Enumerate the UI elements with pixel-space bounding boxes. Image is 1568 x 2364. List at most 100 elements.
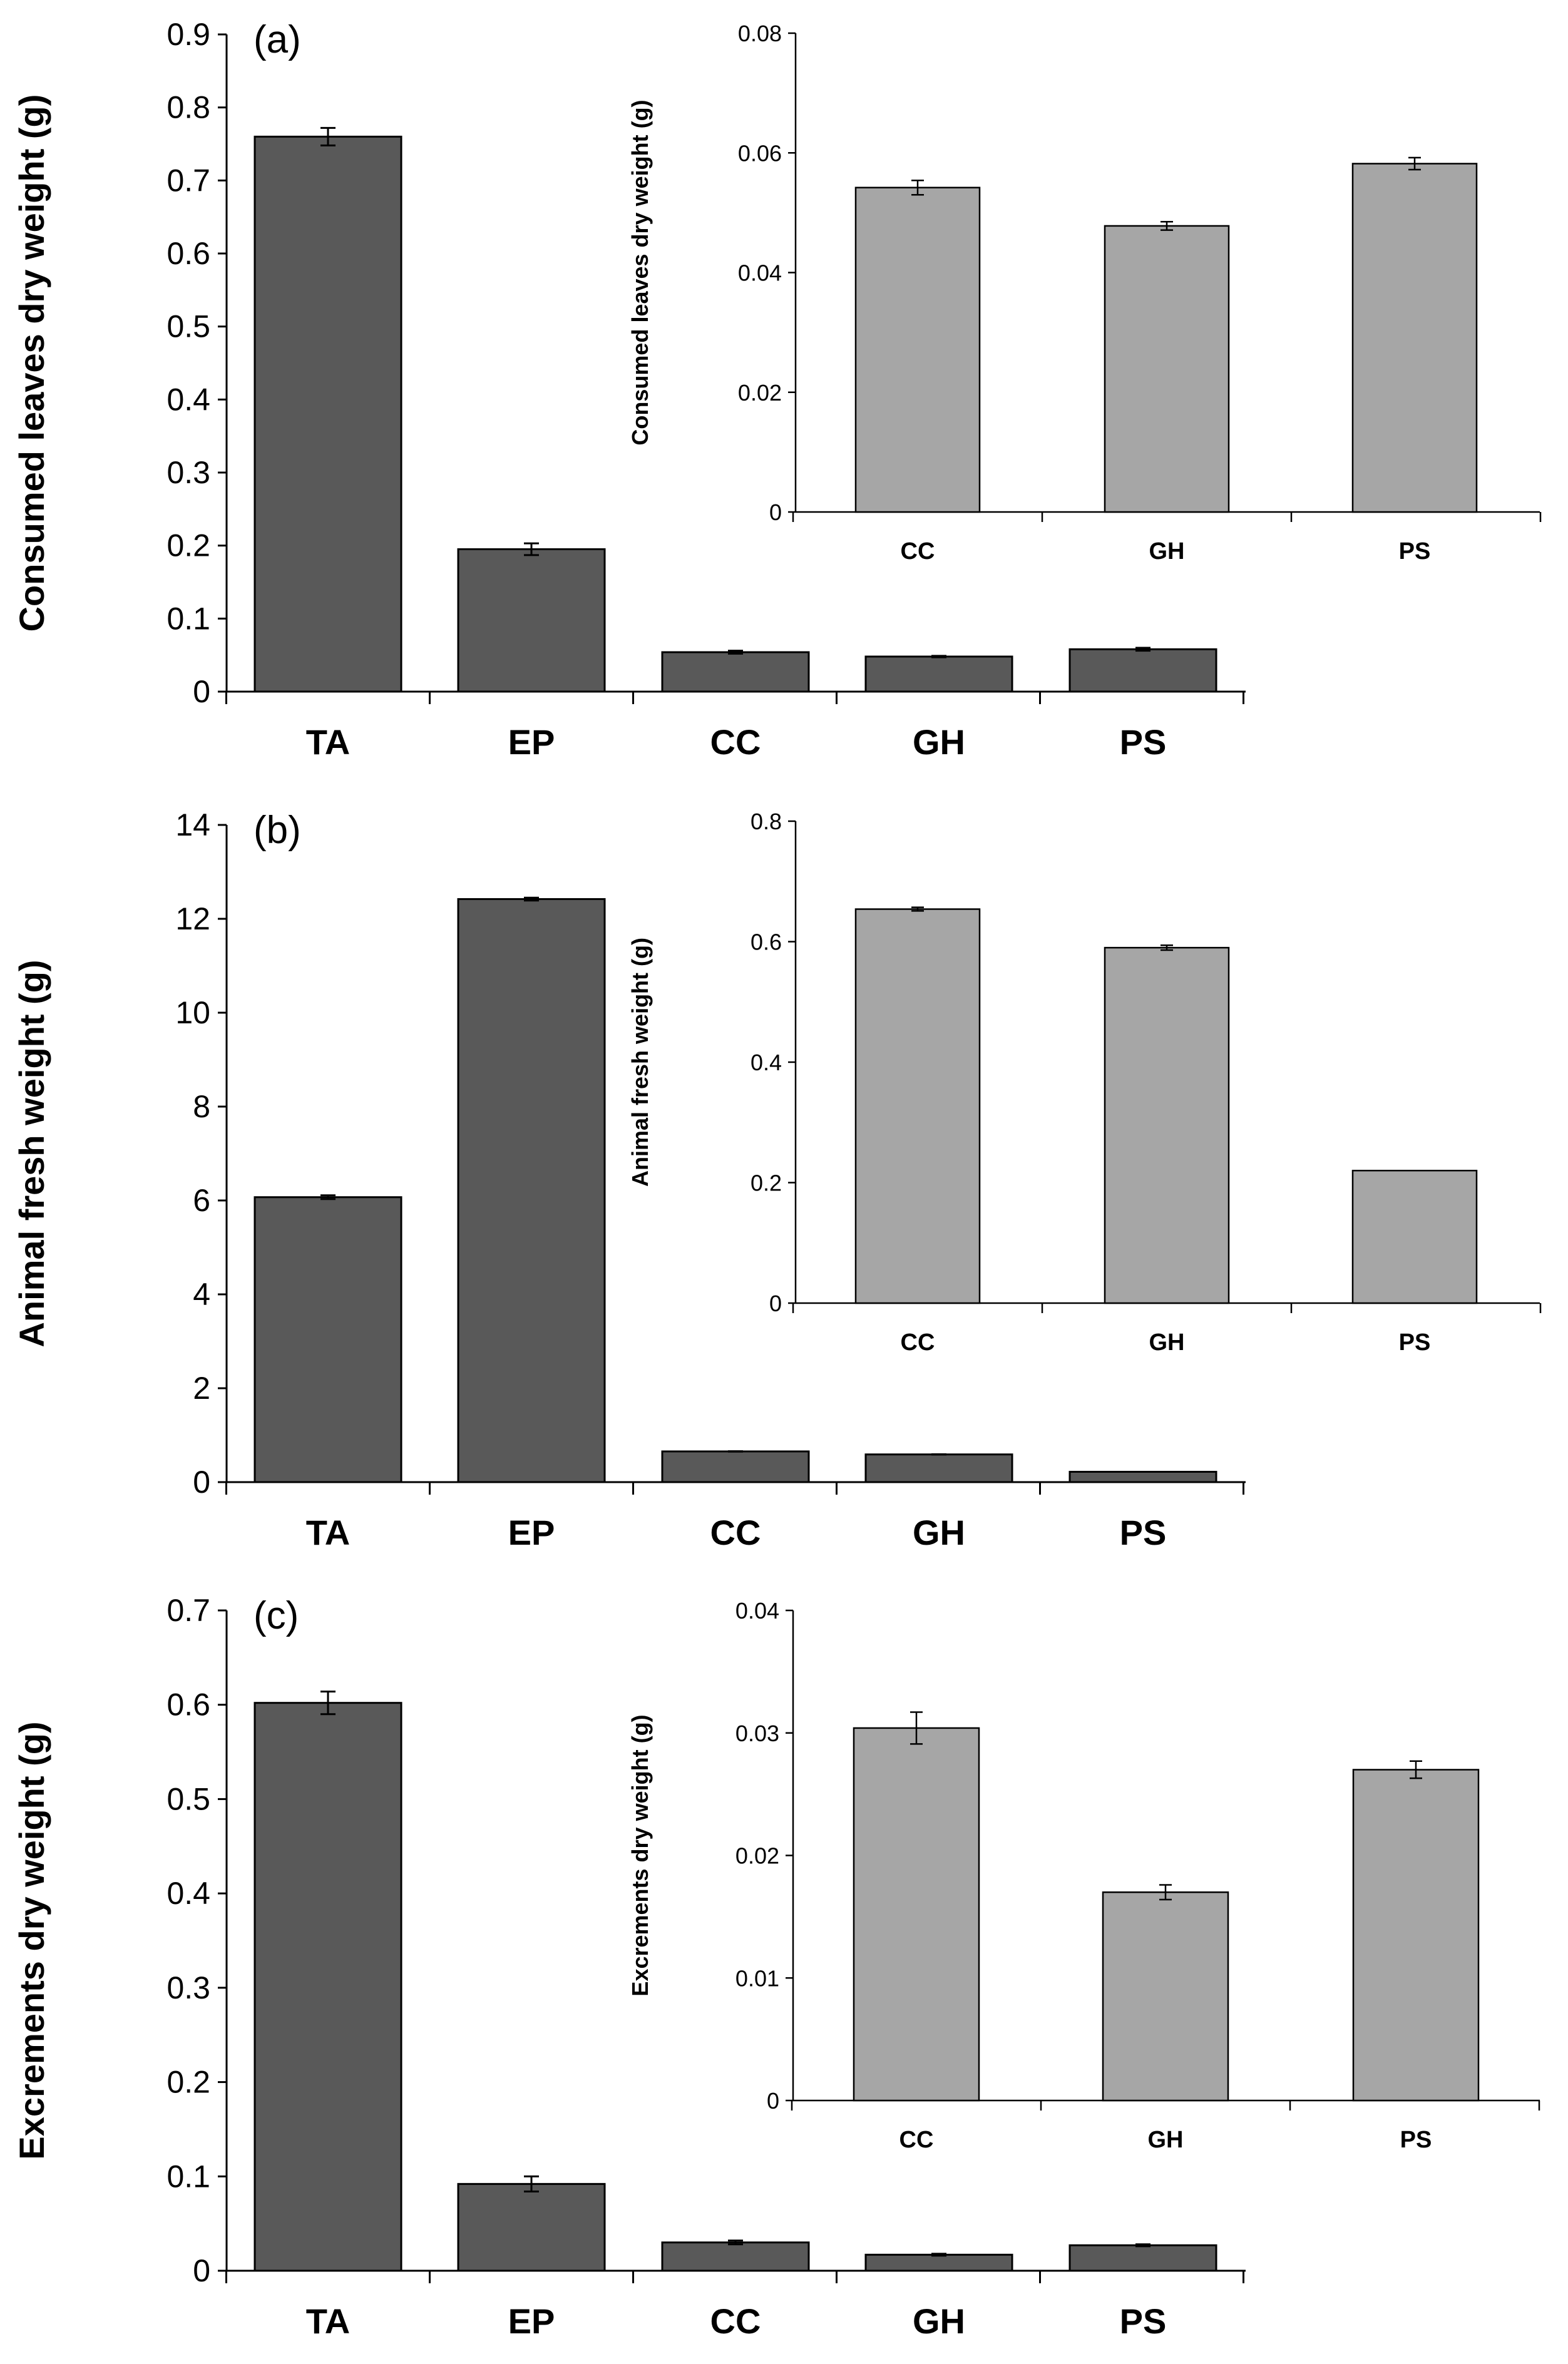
x-category-label: TA [306, 1513, 351, 1552]
x-category-label: PS [1120, 2301, 1167, 2341]
bar-cc [661, 2241, 810, 2272]
y-tick-label: 14 [175, 807, 210, 842]
bar-gh [864, 1453, 1013, 1483]
error-bar-gh [931, 2253, 946, 2257]
y-tick-label: 4 [193, 1277, 210, 1312]
inset-error-bar-cc [911, 906, 924, 912]
inset-y-tick-label: 0.6 [751, 929, 782, 955]
x-category-label: PS [1120, 722, 1167, 762]
inset-x-category-label: GH [1148, 2127, 1184, 2153]
inset-bar-ps [1351, 1170, 1478, 1304]
inset-x-category-label: CC [901, 1329, 935, 1356]
bar-cc [661, 651, 810, 693]
inset-bar-cc [853, 1727, 980, 2102]
inset-y-tick-label: 0.02 [738, 380, 782, 406]
y-tick-label: 0 [193, 674, 210, 709]
x-category-label: CC [710, 2301, 761, 2341]
inset-x-category-label: PS [1400, 2127, 1432, 2153]
y-tick-label: 0.9 [167, 17, 210, 52]
y-tick-label: 0.7 [167, 1593, 210, 1628]
x-category-label: CC [710, 1513, 761, 1552]
bar-ps [1068, 648, 1217, 693]
y-tick-label: 0.6 [167, 236, 210, 271]
inset-error-bar-cc [911, 179, 924, 196]
chart-panel-2: 0 0.1 0.2 0.3 0.4 0.5 0.6 0.7 TA EP CC GH PS Excremen… [12, 1593, 1540, 2341]
inset-y-tick-label: 0 [769, 499, 782, 525]
y-tick-label: 10 [175, 995, 210, 1030]
y-tick-label: 0.6 [167, 1687, 210, 1722]
inset-y-tick-label: 0.01 [735, 1965, 779, 1991]
error-bar-cc [728, 2239, 743, 2246]
x-category-label: PS [1120, 1513, 1167, 1552]
inset-y-tick-label: 0.8 [751, 809, 782, 834]
inset-y-tick-label: 0 [769, 1291, 782, 1316]
inset-error-bar-gh [1159, 1884, 1172, 1901]
error-bar-ta [320, 1194, 336, 1200]
x-category-label: CC [710, 722, 761, 762]
bar-gh [864, 2253, 1013, 2272]
x-category-label: EP [508, 2301, 555, 2341]
error-bar-gh [931, 655, 946, 658]
inset-bar-ps [1352, 1769, 1480, 2102]
y-tick-label: 0.3 [167, 1970, 210, 2005]
error-bar-cc [728, 650, 743, 655]
y-tick-label: 0.2 [167, 528, 210, 563]
y-tick-label: 0.4 [167, 382, 210, 417]
bar-cc [661, 1450, 810, 1483]
inset-error-bar-gh [1161, 944, 1173, 951]
inset-bar-gh [1104, 946, 1230, 1304]
inset-bar-ps [1351, 163, 1478, 513]
inset-y-axis-title: Animal fresh weight (g) [627, 938, 653, 1187]
inset-bar-cc [854, 908, 981, 1304]
x-category-label: GH [913, 1513, 965, 1552]
inset-y-tick-label: 0.06 [738, 140, 782, 166]
y-tick-label: 0 [193, 1465, 210, 1500]
y-tick-label: 0 [193, 2253, 210, 2288]
chart-panel-0: 0 0.1 0.2 0.3 0.4 0.5 0.6 0.7 0.8 0.9 TA EP CC GH PS Co… [12, 17, 1542, 762]
x-category-label: GH [913, 2301, 965, 2341]
inset-y-axis-title: Consumed leaves dry weight (g) [627, 100, 653, 445]
inset-y-tick-label: 0.04 [738, 260, 782, 286]
inset-chart-1: 0 0.2 0.4 0.6 0.8 CC GH PS Animal fresh weight (… [627, 809, 1542, 1356]
inset-x-category-label: GH [1149, 1329, 1185, 1356]
inset-bar-gh [1102, 1891, 1229, 2102]
inset-y-tick-label: 0.4 [751, 1050, 782, 1075]
inset-error-bar-cc [910, 1711, 923, 1745]
inset-x-category-label: PS [1399, 538, 1431, 565]
y-tick-label: 0.4 [167, 1876, 210, 1911]
bar-ta [254, 135, 402, 693]
x-category-label: TA [306, 722, 351, 762]
error-bar-ep [524, 542, 539, 556]
y-tick-label: 6 [193, 1183, 210, 1218]
inset-y-tick-label: 0.03 [735, 1721, 779, 1746]
x-category-label: EP [508, 722, 555, 762]
y-axis-title: Consumed leaves dry weight (g) [12, 95, 51, 632]
error-bar-ta [320, 126, 336, 146]
inset-x-category-label: CC [901, 538, 935, 565]
panel-label: (a) [254, 18, 301, 61]
error-bar-ps [1135, 2243, 1150, 2248]
inset-bar-cc [854, 187, 981, 513]
error-bar-cc [728, 1450, 743, 1453]
y-tick-label: 12 [175, 901, 210, 936]
inset-error-bar-gh [1161, 220, 1173, 231]
inset-x-category-label: GH [1149, 538, 1185, 565]
y-tick-label: 0.2 [167, 2065, 210, 2100]
error-bar-ta [320, 1691, 336, 1716]
inset-y-tick-label: 0 [767, 2088, 779, 2114]
inset-x-category-label: CC [899, 2127, 934, 2153]
inset-y-tick-label: 0.2 [751, 1170, 782, 1196]
y-tick-label: 0.3 [167, 455, 210, 490]
chart-panel-1: 0 2 4 6 8 10 12 14 TA EP CC GH PS Animal fresh weight… [12, 807, 1542, 1552]
inset-error-bar-ps [1410, 1760, 1422, 1779]
y-axis-title: Excrements dry weight (g) [12, 1721, 51, 2159]
inset-y-tick-label: 0.08 [738, 21, 782, 46]
y-tick-label: 8 [193, 1089, 210, 1124]
bar-ep [457, 548, 606, 693]
error-bar-ep [524, 2175, 539, 2193]
inset-error-bar-ps [1408, 156, 1421, 171]
y-tick-label: 2 [193, 1371, 210, 1406]
y-tick-label: 0.1 [167, 2159, 210, 2194]
y-tick-label: 0.7 [167, 163, 210, 198]
